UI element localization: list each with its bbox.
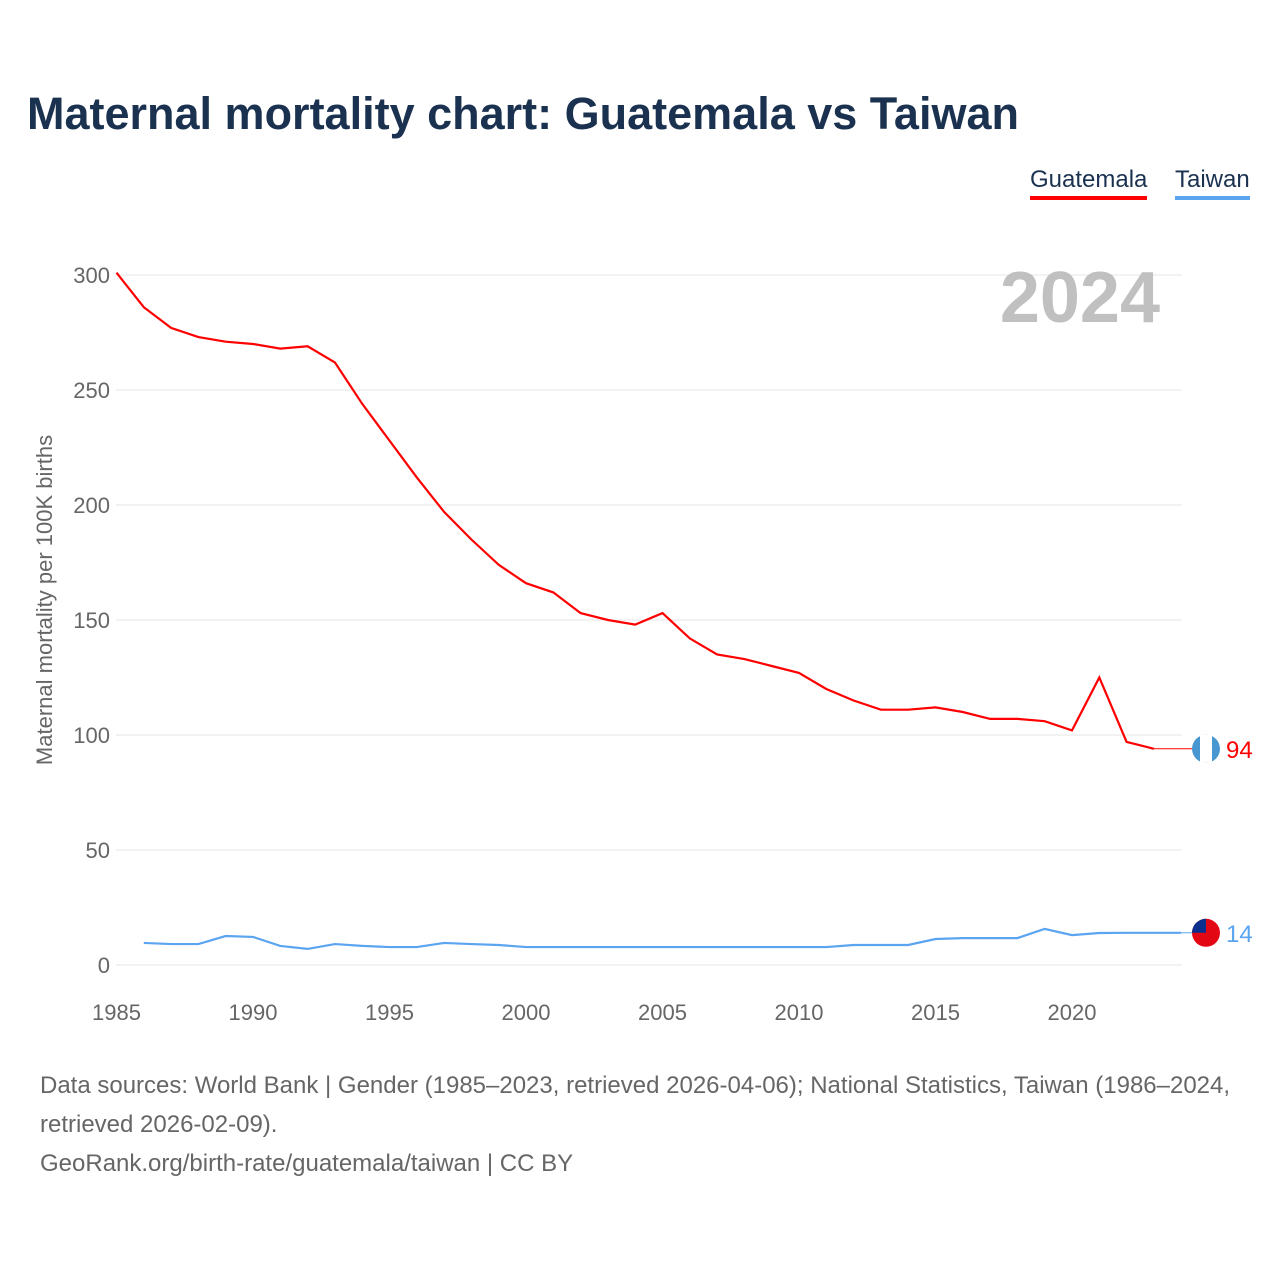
- x-tick-label: 2015: [911, 1000, 960, 1025]
- y-tick-label: 0: [98, 953, 110, 978]
- x-tick-label: 2020: [1048, 1000, 1097, 1025]
- x-tick-label: 2005: [638, 1000, 687, 1025]
- end-value-label: 14: [1226, 921, 1253, 948]
- y-tick-label: 300: [73, 263, 110, 288]
- legend-taiwan[interactable]: Taiwan: [1175, 166, 1250, 200]
- source-text: Data sources: World Bank | Gender (1985–…: [40, 1072, 1231, 1138]
- end-value-label: 94: [1226, 737, 1253, 764]
- page-title: Maternal mortality chart: Guatemala vs T…: [27, 88, 1019, 139]
- x-tick-label: 1990: [229, 1000, 278, 1025]
- flag-stripe: [1200, 734, 1212, 763]
- legend-guatemala[interactable]: Guatemala: [1030, 166, 1148, 200]
- y-tick-label: 150: [73, 608, 110, 633]
- flag-canton: [1192, 918, 1206, 933]
- y-tick-label: 100: [73, 723, 110, 748]
- y-tick-label: 250: [73, 378, 110, 403]
- footer: Data sources: World Bank | Gender (1985–…: [40, 1066, 1240, 1183]
- source-link[interactable]: GeoRank.org/birth-rate/guatemala/taiwan …: [40, 1150, 574, 1177]
- y-tick-label: 200: [73, 493, 110, 518]
- year-label: 2024: [1000, 258, 1160, 338]
- x-tick-label: 2000: [502, 1000, 551, 1025]
- y-axis-label: Maternal mortality per 100K births: [32, 435, 57, 765]
- series-line-guatemala: [115, 272, 1155, 750]
- y-tick-label: 50: [86, 838, 110, 863]
- x-tick-label: 1985: [92, 1000, 141, 1025]
- x-tick-label: 2010: [775, 1000, 824, 1025]
- x-tick-label: 1995: [365, 1000, 414, 1025]
- series-line-taiwan: [143, 927, 1182, 951]
